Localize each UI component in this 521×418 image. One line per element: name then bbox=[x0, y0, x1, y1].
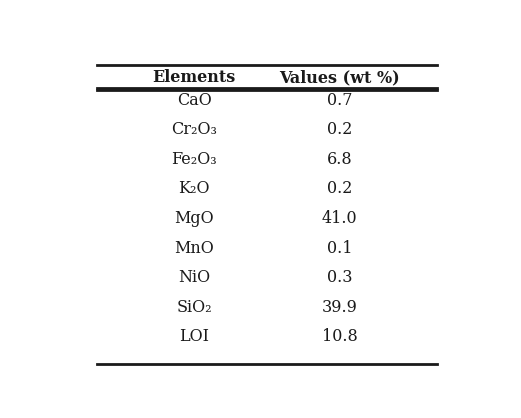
Text: Fe₂O₃: Fe₂O₃ bbox=[171, 151, 217, 168]
Text: Values (wt %): Values (wt %) bbox=[279, 69, 400, 86]
Text: MgO: MgO bbox=[175, 210, 214, 227]
Text: 41.0: 41.0 bbox=[322, 210, 357, 227]
Text: Elements: Elements bbox=[153, 69, 236, 86]
Text: LOI: LOI bbox=[179, 329, 209, 345]
Text: SiO₂: SiO₂ bbox=[177, 299, 212, 316]
Text: NiO: NiO bbox=[178, 269, 210, 286]
Text: 6.8: 6.8 bbox=[327, 151, 353, 168]
Text: 0.2: 0.2 bbox=[327, 121, 352, 138]
Text: 0.2: 0.2 bbox=[327, 181, 352, 197]
Text: 10.8: 10.8 bbox=[322, 329, 357, 345]
Text: Cr₂O₃: Cr₂O₃ bbox=[171, 121, 217, 138]
Text: 39.9: 39.9 bbox=[322, 299, 357, 316]
Text: 0.7: 0.7 bbox=[327, 92, 352, 109]
Text: MnO: MnO bbox=[175, 240, 214, 257]
Text: K₂O: K₂O bbox=[179, 181, 210, 197]
Text: 0.3: 0.3 bbox=[327, 269, 352, 286]
Text: 0.1: 0.1 bbox=[327, 240, 352, 257]
Text: CaO: CaO bbox=[177, 92, 212, 109]
